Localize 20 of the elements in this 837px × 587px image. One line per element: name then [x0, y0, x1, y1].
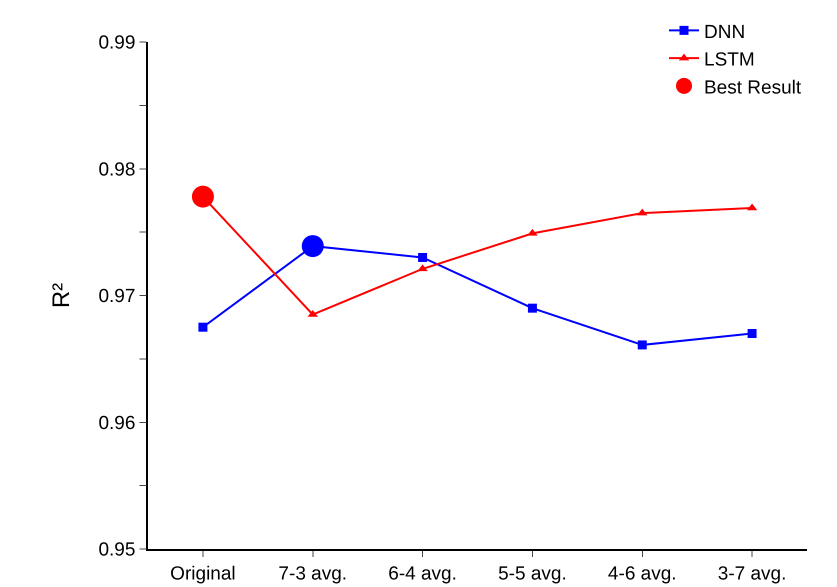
legend-label: LSTM	[704, 50, 755, 71]
x-tick-label: 6-4 avg.	[388, 564, 457, 585]
y-tick-label: 0.95	[98, 540, 136, 561]
y-tick-label: 0.96	[98, 412, 136, 434]
x-tick-label: 3-7 avg.	[718, 564, 786, 585]
y-axis-title: R²	[48, 282, 76, 308]
y-tick-label: 0.98	[98, 159, 136, 180]
point	[418, 252, 428, 262]
point	[198, 322, 208, 332]
point	[638, 340, 647, 350]
x-tick-label: 7-3 avg.	[278, 564, 348, 585]
y-tick-label: 0.99	[98, 32, 136, 54]
x-tick-label: 4-6 avg.	[608, 564, 677, 585]
x-tick-label: Original	[170, 564, 236, 585]
x-tick-label: 5-5 avg.	[498, 564, 567, 585]
legend-label: DNN	[704, 22, 746, 43]
y-tick-label: 0.97	[98, 286, 136, 308]
point	[528, 304, 537, 313]
legend-label: Best Result	[704, 77, 802, 98]
point	[748, 329, 757, 338]
